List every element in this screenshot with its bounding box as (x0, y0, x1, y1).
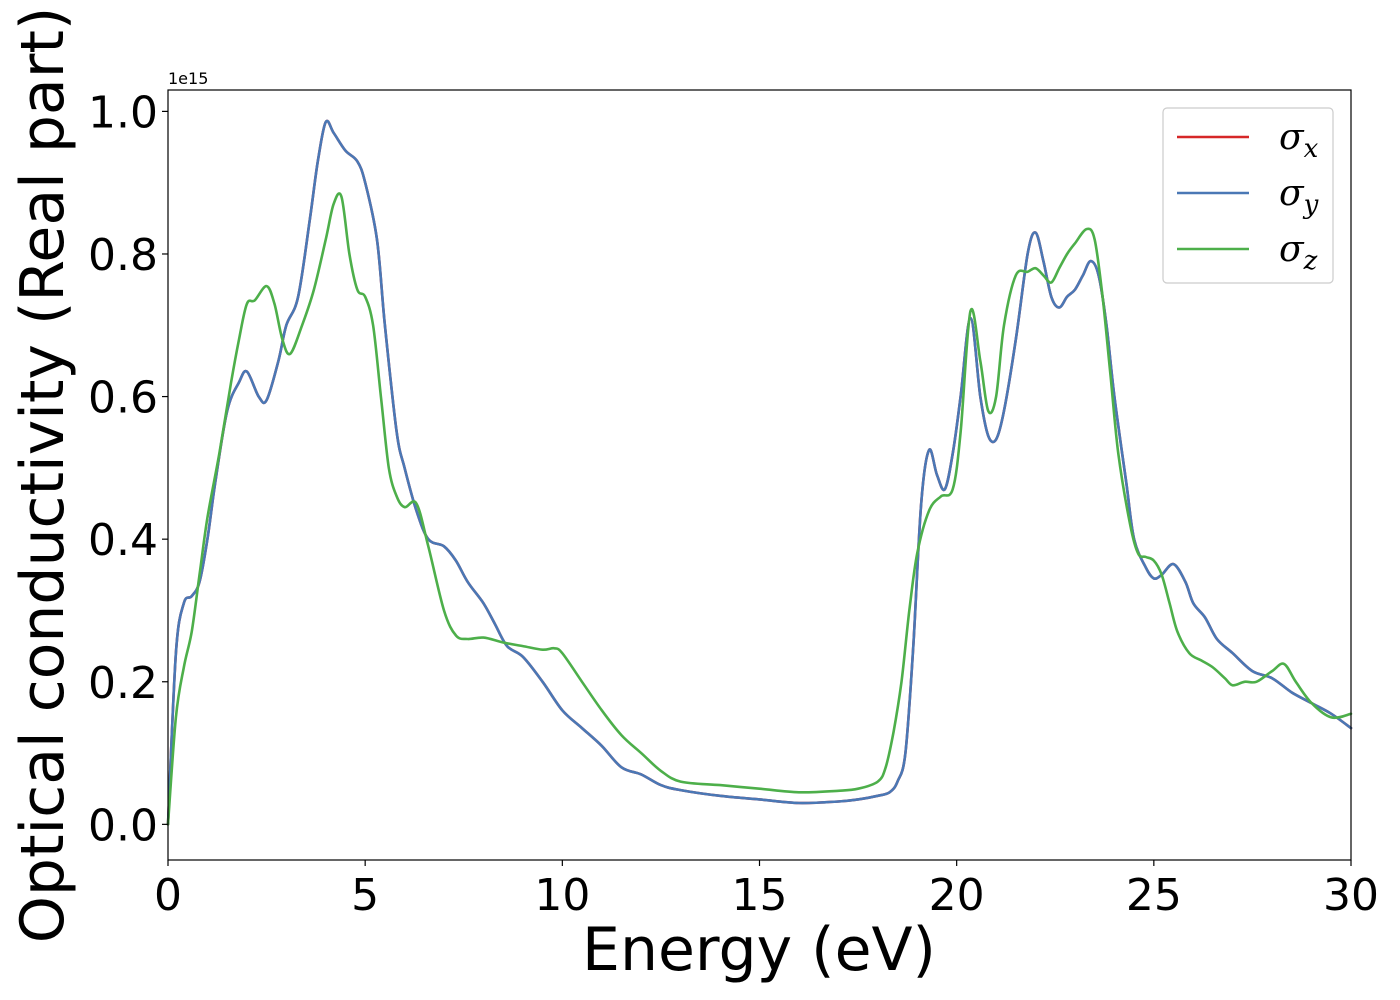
x-axis-ticks: 0 5 10 15 20 25 30 (154, 860, 1379, 921)
y-tick-label: 0.2 (88, 658, 158, 709)
x-tick-label: 30 (1323, 870, 1379, 921)
x-tick-label: 0 (154, 870, 182, 921)
x-tick-label: 20 (929, 870, 985, 921)
x-axis-title: Energy (eV) (582, 915, 936, 985)
legend-frame (1162, 107, 1334, 284)
legend-label-z: σz (1279, 229, 1318, 276)
y-tick-label: 0.0 (88, 800, 158, 851)
y-tick-label: 0.4 (88, 515, 158, 566)
x-tick-label: 10 (534, 870, 590, 921)
legend-label-y: σy (1279, 173, 1319, 220)
y-tick-label: 1.0 (88, 87, 158, 138)
y-offset-label: 1e15 (168, 69, 208, 88)
plot-background (168, 90, 1351, 860)
y-axis-title: Optical conductivity (Real part) (8, 7, 78, 944)
series-line-z (166, 192, 1353, 826)
series-layer (166, 119, 1353, 826)
series-line-y (166, 119, 1353, 826)
legend-label-x: σx (1279, 117, 1319, 164)
x-tick-label: 25 (1126, 870, 1182, 921)
x-tick-label: 5 (351, 870, 379, 921)
x-tick-label: 15 (732, 870, 788, 921)
legend: σx σy σz (1162, 107, 1334, 284)
y-tick-label: 0.8 (88, 230, 158, 281)
y-axis-ticks: 0.0 0.2 0.4 0.6 0.8 1.0 (88, 87, 168, 851)
y-tick-label: 0.6 (88, 373, 158, 424)
